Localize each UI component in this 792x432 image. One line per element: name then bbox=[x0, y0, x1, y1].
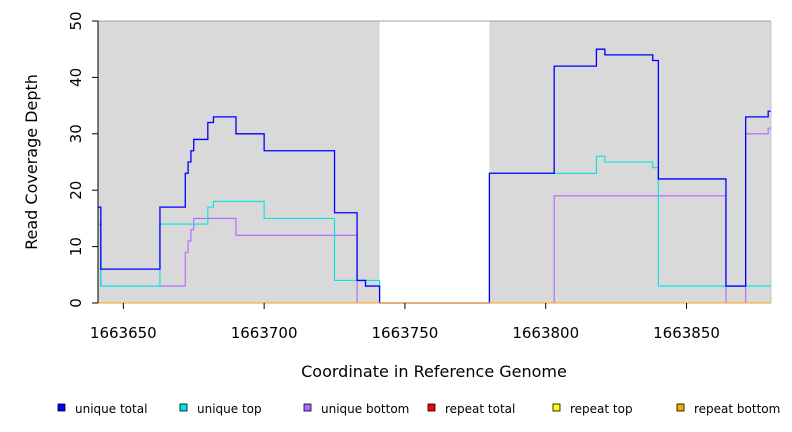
legend-item-repeat-bottom: repeat bottom bbox=[676, 402, 780, 416]
x-tick-label: 1663850 bbox=[653, 324, 720, 342]
legend: unique total unique top unique bottom repea… bbox=[57, 402, 780, 416]
y-tick-label: 20 bbox=[67, 181, 85, 200]
series-line-unique-top bbox=[98, 155, 771, 304]
x-axis-label: Coordinate in Reference Genome bbox=[301, 362, 567, 381]
background-region-1 bbox=[98, 21, 380, 303]
axes bbox=[97, 20, 772, 303]
legend-label: repeat total bbox=[445, 402, 515, 416]
background-regions bbox=[98, 21, 771, 303]
legend-swatch bbox=[179, 403, 188, 412]
legend-swatch bbox=[57, 403, 66, 412]
y-axis-label: Read Coverage Depth bbox=[22, 74, 41, 250]
x-tick-label: 1663700 bbox=[231, 324, 298, 342]
y-tick-label: 50 bbox=[67, 11, 85, 30]
series-line-unique-total bbox=[98, 48, 771, 304]
y-tick-label: 10 bbox=[67, 237, 85, 256]
legend-label: unique bottom bbox=[321, 402, 409, 416]
x-axis-ticks: 1663650 1663700 1663750 1663800 1663850 bbox=[90, 303, 720, 342]
legend-label: repeat top bbox=[570, 402, 633, 416]
legend-item-unique-top: unique top bbox=[179, 402, 262, 416]
y-tick-label: 0 bbox=[67, 298, 85, 308]
legend-label: unique total bbox=[75, 402, 147, 416]
y-tick-label: 40 bbox=[67, 68, 85, 87]
legend-item-unique-bottom: unique bottom bbox=[303, 402, 409, 416]
legend-swatch bbox=[552, 403, 561, 412]
y-axis-ticks: 0 10 20 30 40 50 bbox=[67, 11, 98, 308]
legend-item-unique-total: unique total bbox=[57, 402, 147, 416]
legend-swatch bbox=[303, 403, 312, 412]
legend-label: unique top bbox=[197, 402, 262, 416]
x-tick-label: 1663650 bbox=[90, 324, 157, 342]
series-layer bbox=[98, 48, 771, 304]
x-tick-label: 1663750 bbox=[372, 324, 439, 342]
y-tick-label: 30 bbox=[67, 124, 85, 143]
legend-item-repeat-top: repeat top bbox=[552, 402, 633, 416]
legend-item-repeat-total: repeat total bbox=[427, 402, 515, 416]
legend-label: repeat bottom bbox=[694, 402, 780, 416]
x-tick-label: 1663800 bbox=[512, 324, 579, 342]
legend-swatch bbox=[676, 403, 685, 412]
legend-swatch bbox=[427, 403, 436, 412]
